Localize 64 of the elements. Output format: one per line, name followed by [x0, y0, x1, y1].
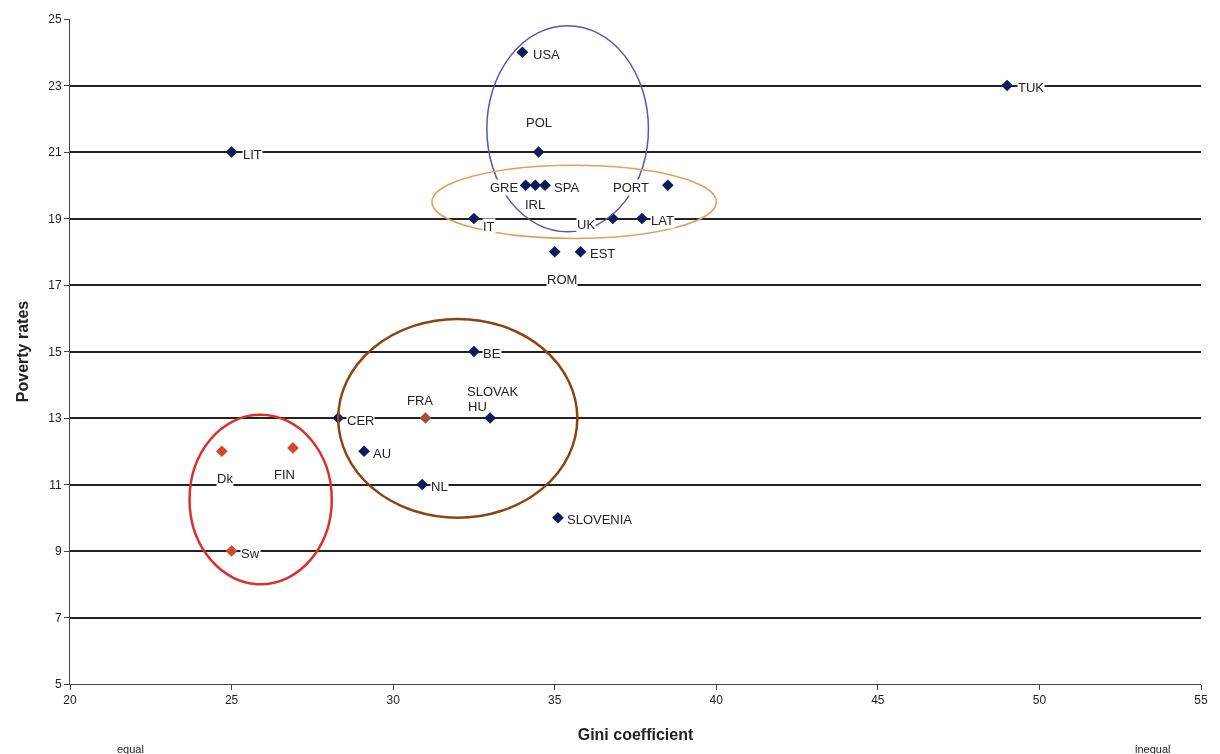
y-tick-label: 9 [54, 544, 62, 559]
x-tick-label: 25 [224, 693, 239, 708]
y-tick-label: 17 [48, 278, 62, 293]
point [358, 445, 370, 458]
annotation: TUK [1018, 80, 1045, 95]
annotation: NL [431, 479, 448, 494]
point [1001, 79, 1013, 92]
y-tick-label: 25 [48, 12, 62, 27]
point [539, 179, 551, 192]
x-tick-label: 20 [63, 693, 77, 708]
x-tick-label: 30 [386, 693, 401, 708]
x-tick-label: 55 [1194, 693, 1208, 708]
point [516, 46, 529, 59]
y-tick-label: 13 [48, 411, 62, 426]
point [574, 245, 587, 258]
x-tick-label: 50 [1032, 693, 1047, 708]
annotation: LIT [243, 147, 262, 162]
x-tick-label: 45 [871, 693, 885, 708]
annotation: Dk [217, 471, 234, 486]
point [225, 146, 238, 158]
annotation: IRL [525, 197, 546, 212]
y-tick-label: 11 [49, 477, 62, 492]
point [225, 545, 238, 557]
point [548, 245, 561, 258]
x-tick-label: 35 [548, 693, 562, 708]
y-tick-label: 7 [54, 610, 62, 625]
annotation: PORT [613, 180, 649, 195]
annotation: USA [533, 47, 561, 62]
annotation: IT [483, 219, 495, 234]
y-tick-label: 5 [54, 677, 62, 692]
annotation: CER [347, 413, 375, 428]
annotation: ROM [547, 272, 578, 287]
annotation: LAT [651, 213, 674, 228]
point [519, 179, 532, 192]
point [636, 212, 648, 225]
annotation: UK [577, 217, 596, 232]
annotation: SLOVAK [467, 384, 519, 399]
x-tick-label: 40 [709, 693, 724, 708]
annotation: AU [373, 446, 392, 461]
annotation: BE [483, 346, 501, 361]
annotation: FRA [407, 393, 434, 408]
x-axis-title: Gini coefficient [577, 726, 694, 744]
y-tick-label: 21 [48, 145, 62, 160]
y-tick-label: 23 [48, 78, 62, 93]
point [532, 146, 545, 158]
point [661, 179, 674, 192]
annotation: POL [526, 115, 553, 130]
annotation: SPA [554, 180, 580, 195]
annotation: EST [590, 246, 616, 261]
point [529, 179, 542, 192]
point [416, 478, 429, 491]
annotation: GRE [490, 180, 519, 195]
y-tick-label: 19 [48, 211, 62, 226]
point [468, 212, 480, 225]
annotation: SLOVENIA [567, 512, 633, 527]
y-axis-title: Poverty rates [14, 300, 32, 403]
point [552, 511, 564, 524]
annotation: FIN [274, 467, 295, 482]
annotation: HU [468, 399, 487, 414]
annotation: Sw [241, 546, 260, 561]
point [419, 412, 432, 424]
y-tick-label: 15 [48, 344, 62, 359]
point [216, 445, 228, 458]
point [468, 345, 480, 358]
